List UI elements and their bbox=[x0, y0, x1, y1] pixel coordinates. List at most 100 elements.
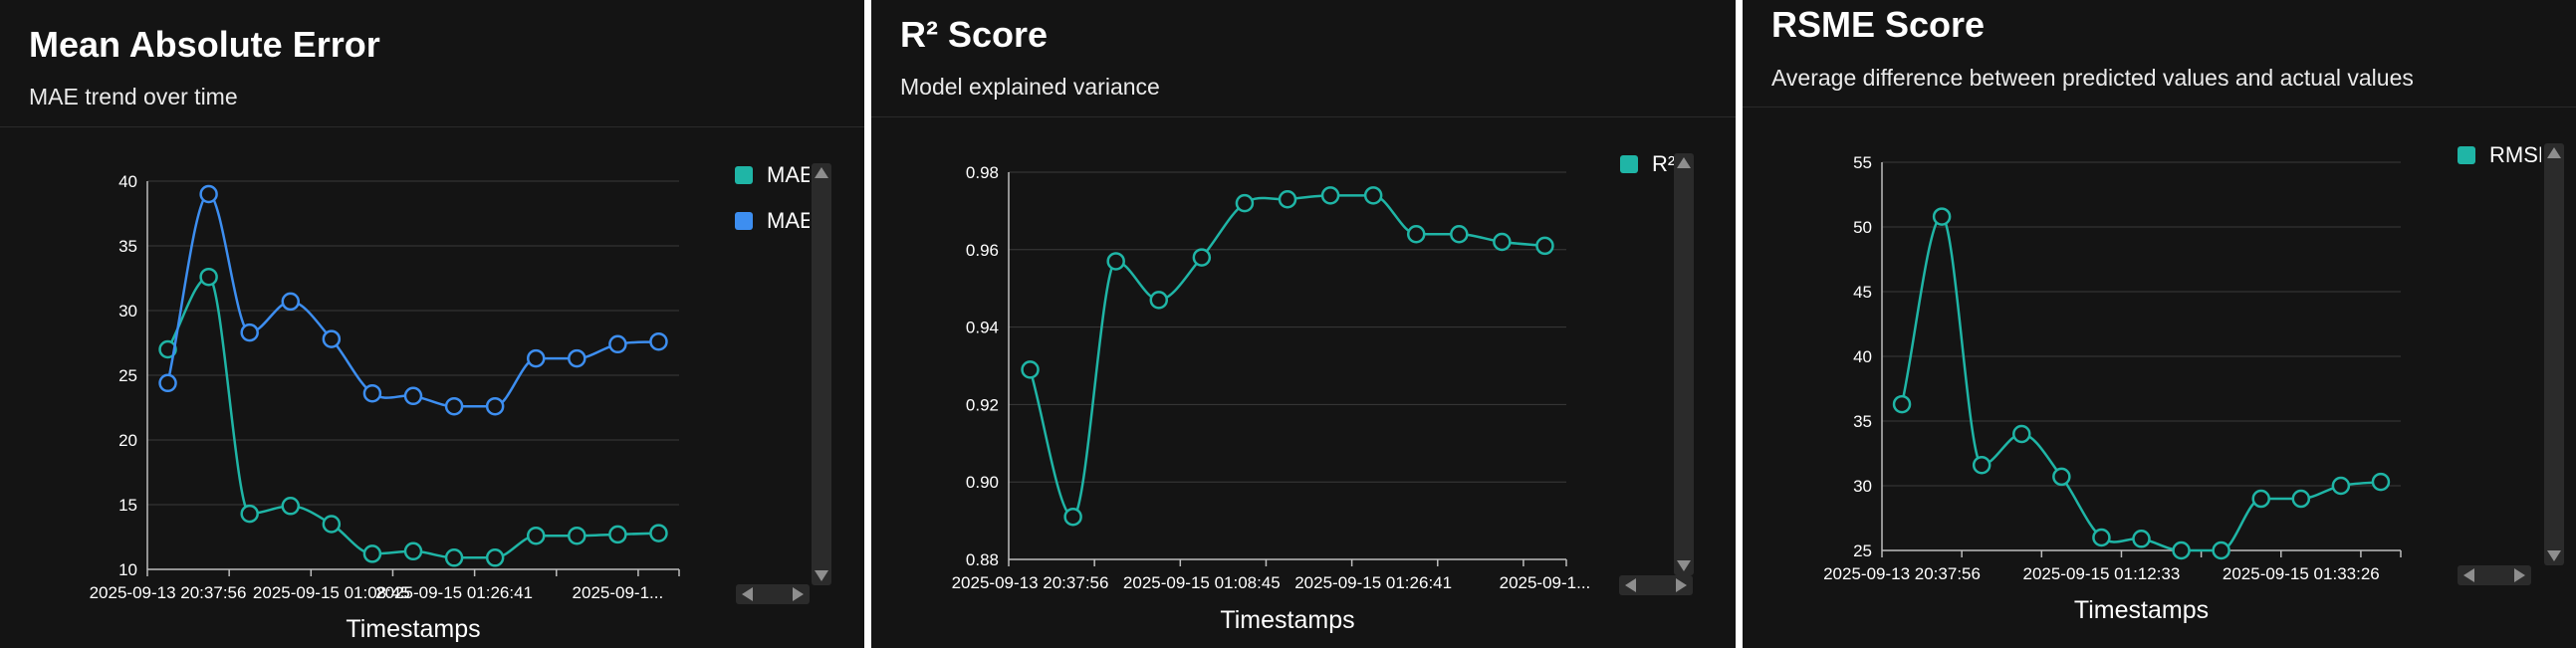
x-tick-label: 2025-09-15 01:08:45 bbox=[1123, 573, 1281, 592]
header-divider bbox=[1743, 107, 2576, 108]
data-point[interactable] bbox=[403, 386, 423, 406]
data-point[interactable] bbox=[568, 526, 586, 545]
legend-vertical-scrollbar[interactable] bbox=[2544, 143, 2564, 565]
data-point[interactable] bbox=[526, 348, 546, 368]
data-point[interactable] bbox=[1932, 207, 1952, 226]
data-point[interactable] bbox=[2132, 530, 2151, 548]
legend-horizontal-scrollbar[interactable] bbox=[1619, 575, 1693, 595]
data-point[interactable] bbox=[158, 373, 177, 393]
legend-swatch-icon bbox=[1620, 155, 1638, 173]
legend-horizontal-scrollbar[interactable] bbox=[2458, 565, 2531, 585]
data-point[interactable] bbox=[362, 544, 382, 563]
scroll-left-icon[interactable] bbox=[2463, 568, 2474, 582]
data-point[interactable] bbox=[1535, 236, 1554, 256]
data-point[interactable] bbox=[649, 331, 668, 351]
data-point[interactable] bbox=[1278, 189, 1297, 209]
data-point[interactable] bbox=[1106, 252, 1125, 271]
data-point[interactable] bbox=[2012, 424, 2031, 444]
legend-item[interactable]: MAE bbox=[735, 206, 810, 236]
data-point[interactable] bbox=[2251, 489, 2270, 509]
legend-label: MAE bbox=[767, 208, 810, 233]
y-tick-label: 0.88 bbox=[966, 550, 999, 569]
data-point[interactable] bbox=[158, 339, 177, 359]
scroll-left-icon[interactable] bbox=[1625, 578, 1636, 592]
data-point[interactable] bbox=[1892, 394, 1912, 414]
chart-legend: MAE MAE bbox=[735, 160, 810, 250]
y-tick-label: 40 bbox=[118, 172, 137, 191]
data-point[interactable] bbox=[568, 348, 586, 368]
data-point[interactable] bbox=[1320, 186, 1340, 205]
chart-title: RSME Score bbox=[1771, 4, 1986, 45]
legend-vertical-scrollbar[interactable] bbox=[812, 163, 831, 585]
data-point[interactable] bbox=[1063, 507, 1082, 527]
legend-horizontal-scrollbar[interactable] bbox=[736, 584, 810, 604]
data-point[interactable] bbox=[1235, 193, 1255, 213]
data-point[interactable] bbox=[2092, 528, 2111, 547]
data-point[interactable] bbox=[608, 334, 627, 354]
scroll-down-icon[interactable] bbox=[815, 570, 828, 581]
legend-item[interactable]: R² bbox=[1620, 149, 1675, 179]
data-point[interactable] bbox=[1972, 455, 1991, 475]
data-point[interactable] bbox=[485, 396, 505, 416]
y-tick-label: 10 bbox=[118, 560, 137, 579]
header-divider bbox=[871, 116, 1736, 117]
data-point[interactable] bbox=[608, 525, 627, 544]
legend-vertical-scrollbar[interactable] bbox=[1674, 153, 1694, 575]
data-point[interactable] bbox=[1021, 360, 1040, 379]
data-point[interactable] bbox=[444, 396, 464, 416]
data-point[interactable] bbox=[2052, 467, 2071, 487]
data-point[interactable] bbox=[281, 497, 301, 516]
data-point[interactable] bbox=[485, 548, 505, 567]
data-point[interactable] bbox=[322, 329, 342, 348]
data-point[interactable] bbox=[1493, 232, 1512, 252]
data-point[interactable] bbox=[1363, 186, 1383, 205]
scroll-down-icon[interactable] bbox=[2547, 550, 2561, 561]
legend-item[interactable]: RMSE bbox=[2458, 140, 2541, 170]
x-axis-label: Timestamps bbox=[2074, 596, 2209, 624]
mae-chart-panel: Mean Absolute Error MAE trend over time … bbox=[0, 0, 864, 648]
scroll-down-icon[interactable] bbox=[1677, 560, 1691, 571]
chart-title: Mean Absolute Error bbox=[29, 24, 380, 65]
legend-item[interactable]: MAE bbox=[735, 160, 810, 190]
x-tick-label: 2025-09-1... bbox=[573, 583, 664, 602]
data-point[interactable] bbox=[2371, 472, 2391, 492]
data-point[interactable] bbox=[1406, 224, 1426, 244]
x-tick-label: 2025-09-13 20:37:56 bbox=[1823, 564, 1981, 583]
scroll-right-icon[interactable] bbox=[1676, 578, 1687, 592]
data-point[interactable] bbox=[281, 292, 301, 312]
scroll-up-icon[interactable] bbox=[815, 167, 828, 178]
y-tick-label: 0.92 bbox=[966, 395, 999, 414]
chart-legend: R² bbox=[1620, 149, 1682, 209]
data-point[interactable] bbox=[199, 184, 218, 204]
data-point[interactable] bbox=[240, 323, 259, 342]
rmse-line-chart: 25 30 35 40 45 50 55 2025-09-13 20:37:56 2025-09… bbox=[1823, 153, 2402, 624]
x-tick-label: 2025-09-15 01:33:26 bbox=[2223, 564, 2380, 583]
scroll-right-icon[interactable] bbox=[793, 587, 804, 601]
data-point[interactable] bbox=[2291, 489, 2311, 509]
data-point[interactable] bbox=[2172, 540, 2191, 560]
data-point[interactable] bbox=[526, 526, 546, 545]
data-point[interactable] bbox=[1450, 224, 1469, 244]
data-point[interactable] bbox=[199, 267, 218, 287]
data-point[interactable] bbox=[240, 504, 259, 524]
data-point[interactable] bbox=[2331, 476, 2351, 496]
data-point[interactable] bbox=[1192, 248, 1212, 267]
legend-label: RMSE bbox=[2489, 142, 2541, 167]
data-point[interactable] bbox=[2212, 540, 2230, 560]
scroll-up-icon[interactable] bbox=[2547, 147, 2561, 158]
scroll-right-icon[interactable] bbox=[2514, 568, 2525, 582]
scroll-up-icon[interactable] bbox=[1677, 157, 1691, 168]
legend-swatch-icon bbox=[735, 166, 753, 184]
scroll-left-icon[interactable] bbox=[742, 587, 753, 601]
data-point[interactable] bbox=[649, 524, 668, 542]
data-point[interactable] bbox=[1149, 291, 1169, 310]
r2-line-chart: 0.88 0.90 0.92 0.94 0.96 0.98 2025-09-13 20:37… bbox=[952, 163, 1591, 634]
y-tick-label: 0.90 bbox=[966, 473, 999, 492]
chart-subtitle: MAE trend over time bbox=[29, 84, 238, 109]
y-tick-label: 0.98 bbox=[966, 163, 999, 182]
data-point[interactable] bbox=[444, 548, 464, 567]
data-point[interactable] bbox=[362, 383, 382, 403]
legend-swatch-icon bbox=[735, 212, 753, 230]
data-point[interactable] bbox=[403, 541, 423, 561]
data-point[interactable] bbox=[322, 515, 342, 534]
